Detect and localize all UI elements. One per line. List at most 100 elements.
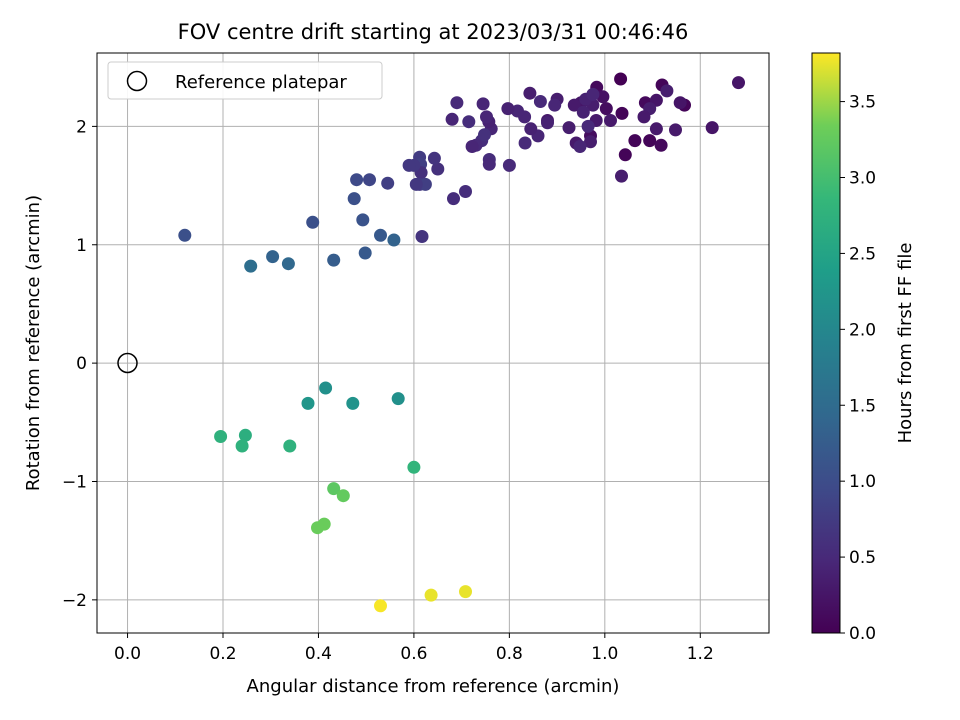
legend: Reference platepar <box>107 61 383 100</box>
data-point <box>306 215 320 229</box>
x-tick-label: 1.2 <box>687 644 714 664</box>
data-point <box>614 72 628 86</box>
data-point <box>482 157 496 171</box>
data-point <box>615 106 629 120</box>
colorbar-tick-label: 3.5 <box>849 93 876 113</box>
colorbar-ticks: 0.0 0.5 1.0 1.5 2.0 2.5 3.0 3.5 <box>840 93 876 644</box>
y-tick-label: 2 <box>76 117 87 137</box>
x-tick-label: 1.0 <box>591 644 618 664</box>
data-point <box>178 228 192 242</box>
data-point <box>235 439 249 453</box>
legend-box <box>107 61 383 100</box>
data-point <box>660 84 674 98</box>
data-point <box>615 169 628 183</box>
data-point <box>319 381 333 395</box>
y-tick-label: −1 <box>62 472 87 492</box>
y-tick-label: −2 <box>62 591 87 611</box>
data-point <box>415 230 429 243</box>
data-point <box>424 588 438 602</box>
data-point <box>301 396 315 410</box>
data-point <box>445 112 459 126</box>
data-point <box>618 148 632 162</box>
data-point <box>431 162 445 176</box>
data-point <box>649 122 663 136</box>
data-point <box>347 192 361 206</box>
data-point <box>402 158 416 172</box>
data-point <box>374 228 387 242</box>
data-point <box>480 110 493 124</box>
data-point <box>418 177 432 191</box>
data-point <box>336 489 350 503</box>
data-point <box>599 102 613 116</box>
data-point <box>584 135 597 149</box>
data-point <box>311 521 324 535</box>
colorbar-tick-label: 0.0 <box>849 624 876 644</box>
data-point <box>462 115 476 129</box>
data-point <box>673 96 687 110</box>
data-point <box>628 134 642 148</box>
data-point <box>363 173 376 187</box>
y-tick-label: 1 <box>76 236 87 256</box>
data-point <box>281 257 295 271</box>
colorbar-tick-label: 1.5 <box>849 396 876 416</box>
x-tick-label: 0.6 <box>400 644 427 664</box>
data-point <box>562 121 576 135</box>
y-axis-ticks: −2 −1 0 1 2 <box>62 117 97 611</box>
data-point <box>407 460 421 474</box>
data-point <box>214 430 228 443</box>
data-point <box>581 119 595 133</box>
data-point <box>427 151 441 165</box>
grid-lines <box>97 53 769 633</box>
data-point <box>523 86 537 100</box>
data-point <box>283 439 297 453</box>
data-point <box>465 140 479 153</box>
y-axis-label: Rotation from reference (arcmin) <box>23 195 44 491</box>
data-point <box>478 128 491 142</box>
data-point <box>567 98 581 112</box>
legend-label: Reference platepar <box>175 72 347 93</box>
data-point <box>586 87 600 101</box>
data-points <box>178 72 745 613</box>
data-point <box>533 95 547 108</box>
x-tick-label: 0.8 <box>496 644 523 664</box>
colorbar-tick-label: 1.0 <box>849 472 876 492</box>
data-point <box>409 177 423 191</box>
data-point <box>391 392 405 406</box>
data-point <box>447 192 460 206</box>
data-point <box>501 102 515 116</box>
data-point <box>238 428 252 442</box>
data-point <box>358 246 372 260</box>
colorbar-tick-label: 0.5 <box>849 548 876 568</box>
data-point <box>327 253 341 267</box>
data-point <box>476 97 490 111</box>
legend-marker <box>126 70 148 92</box>
data-point <box>669 123 682 137</box>
data-point <box>459 185 472 198</box>
y-tick-label: 0 <box>76 354 87 374</box>
data-point <box>654 138 668 152</box>
chart-title: FOV centre drift starting at 2023/03/31 … <box>178 20 689 44</box>
data-point <box>387 233 401 247</box>
plot-frame <box>96 52 770 634</box>
data-point <box>459 585 472 599</box>
data-point <box>244 259 258 273</box>
data-point <box>576 105 590 119</box>
colorbar-gradient <box>811 52 841 634</box>
x-tick-label: 0.4 <box>305 644 332 664</box>
data-point <box>643 134 657 148</box>
data-point <box>518 136 532 150</box>
data-point <box>327 482 341 496</box>
data-point <box>450 96 464 110</box>
data-point <box>381 176 395 190</box>
data-point <box>356 213 370 227</box>
colorbar-label: Hours from first FF file <box>895 243 916 444</box>
data-point <box>541 116 554 130</box>
data-point <box>524 122 538 136</box>
data-point <box>604 114 617 127</box>
data-point <box>374 599 387 613</box>
x-tick-label: 0.2 <box>209 644 236 664</box>
data-point <box>346 396 360 410</box>
data-point <box>637 110 651 124</box>
colorbar-tick-label: 3.0 <box>849 169 876 189</box>
